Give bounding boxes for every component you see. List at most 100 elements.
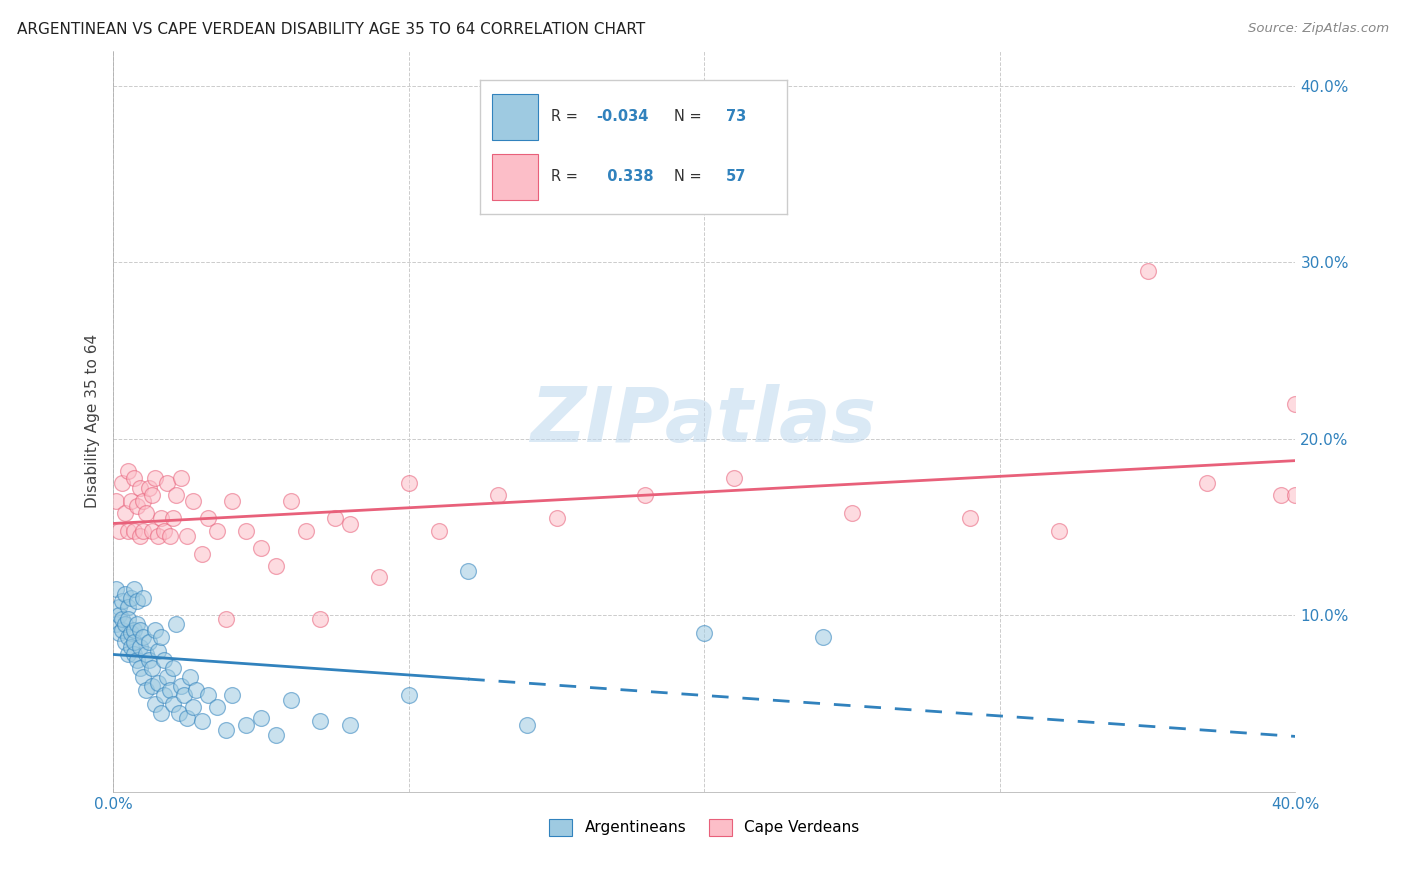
Point xyxy=(120,493,142,508)
Point xyxy=(146,644,169,658)
Point xyxy=(176,529,198,543)
Point xyxy=(117,464,139,478)
Point xyxy=(141,524,163,538)
Point xyxy=(149,630,172,644)
Point xyxy=(191,714,214,729)
Point xyxy=(108,608,131,623)
Point xyxy=(221,688,243,702)
Point xyxy=(127,594,149,608)
Point xyxy=(114,635,136,649)
Point xyxy=(135,648,157,662)
Point xyxy=(280,693,302,707)
Point xyxy=(152,524,174,538)
Point xyxy=(127,652,149,666)
Point xyxy=(143,471,166,485)
Point xyxy=(129,529,152,543)
Point xyxy=(141,679,163,693)
Point xyxy=(149,706,172,720)
Point xyxy=(132,630,155,644)
Point xyxy=(129,482,152,496)
Point xyxy=(264,559,287,574)
Point xyxy=(398,476,420,491)
Point xyxy=(197,688,219,702)
Point xyxy=(235,718,257,732)
Point xyxy=(516,718,538,732)
Point xyxy=(250,541,273,556)
Point xyxy=(143,697,166,711)
Point xyxy=(215,723,238,738)
Point xyxy=(181,700,204,714)
Point xyxy=(117,599,139,614)
Point xyxy=(149,511,172,525)
Point xyxy=(197,511,219,525)
Point xyxy=(122,582,145,596)
Point xyxy=(114,587,136,601)
Point xyxy=(156,476,179,491)
Point xyxy=(111,476,134,491)
Point xyxy=(122,635,145,649)
Point xyxy=(235,524,257,538)
Point xyxy=(120,591,142,605)
Point xyxy=(156,670,179,684)
Point xyxy=(111,612,134,626)
Point xyxy=(162,697,184,711)
Point xyxy=(122,623,145,637)
Point xyxy=(1195,476,1218,491)
Point xyxy=(132,591,155,605)
Point xyxy=(309,714,332,729)
Point xyxy=(811,630,834,644)
Point xyxy=(152,688,174,702)
Point xyxy=(108,626,131,640)
Point xyxy=(398,688,420,702)
Point xyxy=(176,711,198,725)
Point xyxy=(1284,397,1306,411)
Point xyxy=(959,511,981,525)
Point xyxy=(339,516,361,531)
Point xyxy=(215,612,238,626)
Point xyxy=(159,682,181,697)
Point xyxy=(368,569,391,583)
Point xyxy=(1284,488,1306,502)
Legend: Argentineans, Cape Verdeans: Argentineans, Cape Verdeans xyxy=(550,819,859,836)
Point xyxy=(117,524,139,538)
Text: Source: ZipAtlas.com: Source: ZipAtlas.com xyxy=(1249,22,1389,36)
Point xyxy=(205,524,228,538)
Point xyxy=(117,612,139,626)
Point xyxy=(132,524,155,538)
Point xyxy=(1047,524,1070,538)
Point xyxy=(173,688,195,702)
Point xyxy=(138,635,160,649)
Point xyxy=(146,675,169,690)
Point xyxy=(108,599,131,614)
Point xyxy=(634,488,657,502)
Point xyxy=(309,612,332,626)
Point xyxy=(693,626,716,640)
Point xyxy=(191,547,214,561)
Point xyxy=(105,582,128,596)
Point xyxy=(138,652,160,666)
Point xyxy=(117,630,139,644)
Point xyxy=(114,506,136,520)
Point xyxy=(135,506,157,520)
Point xyxy=(165,488,187,502)
Point xyxy=(138,482,160,496)
Point xyxy=(111,623,134,637)
Point xyxy=(105,617,128,632)
Point xyxy=(132,493,155,508)
Point xyxy=(205,700,228,714)
Point xyxy=(127,499,149,513)
Text: ARGENTINEAN VS CAPE VERDEAN DISABILITY AGE 35 TO 64 CORRELATION CHART: ARGENTINEAN VS CAPE VERDEAN DISABILITY A… xyxy=(17,22,645,37)
Point xyxy=(1136,264,1159,278)
Point xyxy=(294,524,316,538)
Point xyxy=(250,711,273,725)
Point xyxy=(122,524,145,538)
Point xyxy=(264,729,287,743)
Point xyxy=(165,617,187,632)
Point xyxy=(841,506,863,520)
Point xyxy=(120,640,142,655)
Point xyxy=(122,471,145,485)
Point xyxy=(221,493,243,508)
Point xyxy=(141,661,163,675)
Point xyxy=(152,652,174,666)
Point xyxy=(135,682,157,697)
